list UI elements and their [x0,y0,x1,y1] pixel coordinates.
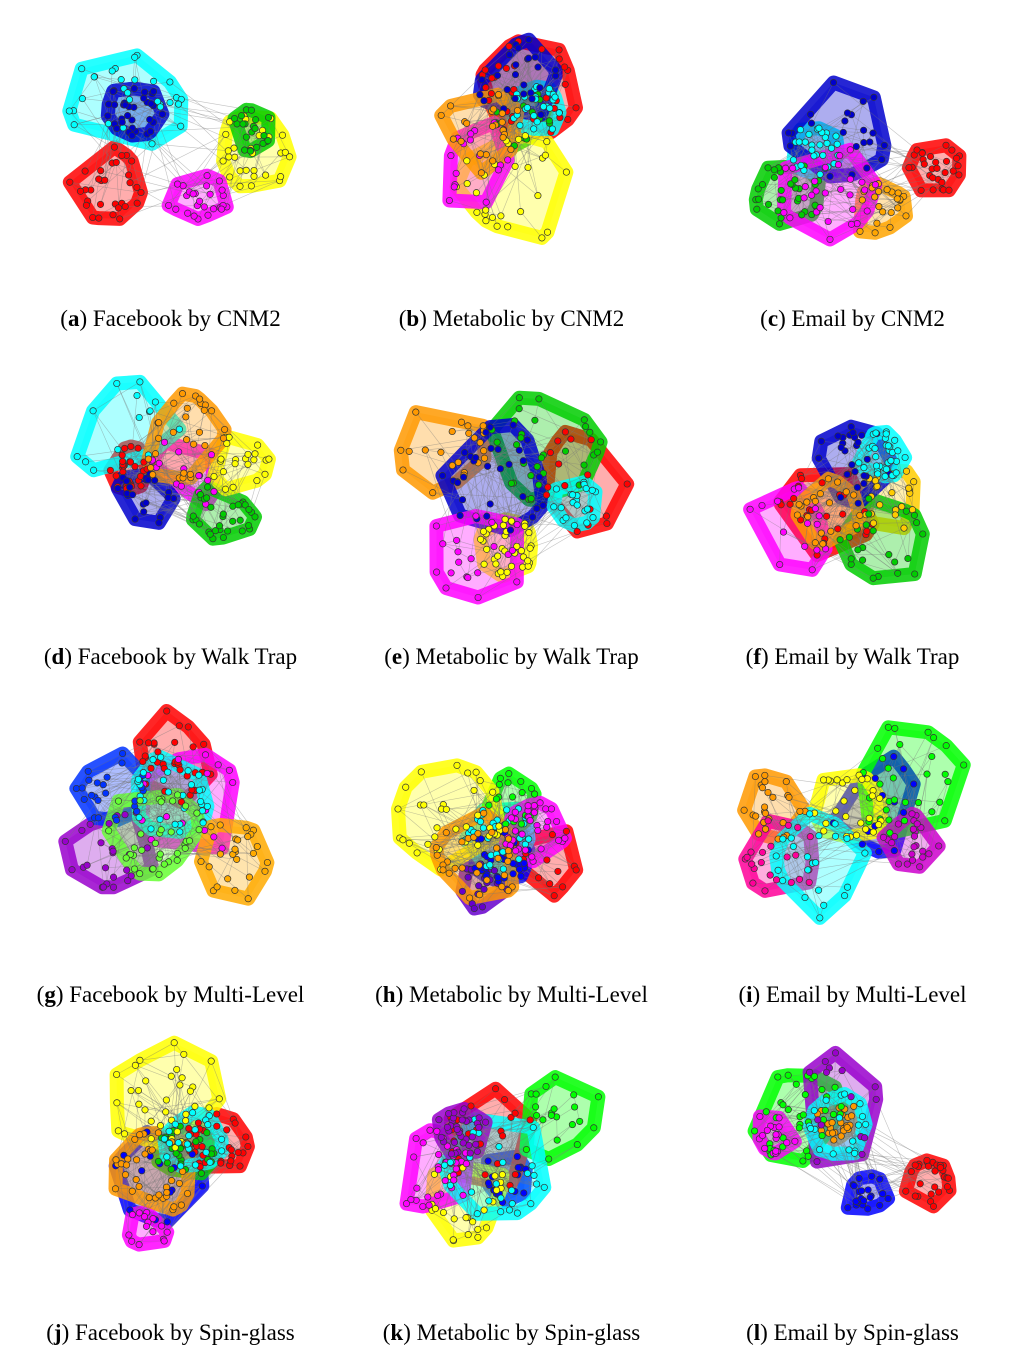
caption-l: (l) Email by Spin-glass [746,1320,959,1345]
caption-letter-h: h [382,982,396,1007]
panel-e: (e) Metabolic by Walk Trap [341,338,682,676]
network-graph-f [743,419,930,586]
caption-c: (c) Email by CNM2 [760,306,945,331]
panel-h: (h) Metabolic by Multi-Level [341,676,682,1014]
caption-letter-a: a [67,306,80,331]
network-graph-i [737,720,971,925]
node-layer [402,1073,602,1245]
node-layer [111,1039,252,1249]
caption-text-h: Metabolic by Multi-Level [409,982,648,1007]
caption-e: (e) Metabolic by Walk Trap [384,644,639,669]
network-graph-c [748,75,967,247]
node-layer [65,51,294,223]
caption-letter-k: k [390,1320,404,1345]
panel-f: (f) Email by Walk Trap [682,338,1023,676]
caption-letter-c: c [767,306,779,331]
panel-a: (a) Facebook by CNM2 [0,0,341,338]
caption-letter-f: f [753,644,761,669]
caption-text-i: Email by Multi-Level [765,982,967,1007]
node-layer [397,394,631,602]
caption-text-k: Metabolic by Spin-glass [416,1320,641,1345]
node-layer [394,761,580,913]
network-graph-l [747,1045,957,1216]
caption-f: (f) Email by Walk Trap [745,644,960,669]
caption-text-j: Facebook by Spin-glass [75,1320,295,1345]
node-layer [437,36,580,242]
panel-d: (d) Facebook by Walk Trap [0,338,341,676]
panel-g: (g) Facebook by Multi-Level [0,676,341,1014]
caption-text-e: Metabolic by Walk Trap [415,644,639,669]
network-graph-a [62,48,297,226]
network-graph-b [434,32,583,245]
node-layer [751,1049,954,1213]
node-layer [752,78,963,243]
panel-j: (j) Facebook by Spin-glass [0,1014,341,1352]
caption-k: (k) Metabolic by Spin-glass [382,1320,641,1345]
node-layer [73,378,273,543]
node-layer [61,707,271,903]
caption-letter-b: b [406,306,420,331]
network-graph-k [399,1070,606,1248]
caption-text-g: Facebook by Multi-Level [69,982,305,1007]
caption-text-f: Email by Walk Trap [774,644,960,669]
panel-c: (c) Email by CNM2 [682,0,1023,338]
caption-letter-l: l [753,1320,761,1345]
network-graph-e [393,390,635,605]
caption-a: (a) Facebook by CNM2 [60,306,281,331]
network-graph-h [391,758,584,916]
node-layer [740,723,968,922]
node-layer [746,423,927,582]
caption-text-b: Metabolic by CNM2 [432,306,625,331]
caption-j: (j) Facebook by Spin-glass [46,1320,295,1345]
caption-text-l: Email by Spin-glass [773,1320,959,1345]
caption-letter-d: d [51,644,65,669]
caption-g: (g) Facebook by Multi-Level [36,982,305,1007]
caption-b: (b) Metabolic by CNM2 [398,306,625,331]
caption-d: (d) Facebook by Walk Trap [43,644,298,669]
caption-text-a: Facebook by CNM2 [92,306,281,331]
panel-k: (k) Metabolic by Spin-glass [341,1014,682,1352]
caption-letter-g: g [44,982,56,1007]
network-graph-j [108,1035,255,1252]
panel-i: (i) Email by Multi-Level [682,676,1023,1014]
caption-letter-j: j [53,1320,62,1345]
caption-letter-e: e [391,644,403,669]
caption-text-c: Email by CNM2 [791,306,945,331]
caption-h: (h) Metabolic by Multi-Level [375,982,648,1007]
network-graph-g [58,704,275,906]
caption-text-d: Facebook by Walk Trap [77,644,298,669]
panel-b: (b) Metabolic by CNM2 [341,0,682,338]
network-graph-d [70,374,276,546]
caption-i: (i) Email by Multi-Level [738,982,967,1007]
panel-l: (l) Email by Spin-glass [682,1014,1023,1352]
caption-letter-i: i [746,982,753,1007]
